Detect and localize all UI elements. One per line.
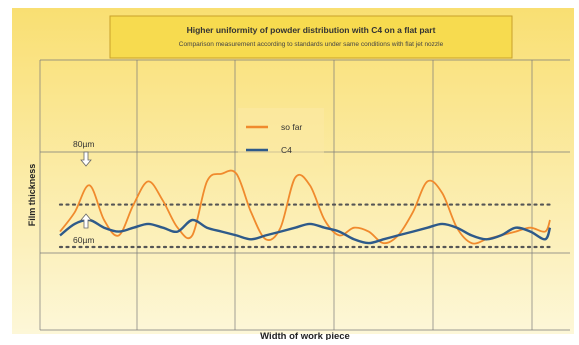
grid-layer: [39, 59, 570, 331]
legend: so far C4: [238, 108, 324, 168]
legend-box: [238, 108, 324, 168]
arrow-down-icon: [80, 151, 92, 167]
y-axis-label: Film thickness: [27, 164, 37, 227]
series-line-so-far: [59, 169, 551, 245]
chart-subtitle: Comparison measurement according to stan…: [179, 41, 444, 48]
plot-background: [12, 8, 574, 334]
legend-label-so-far: so far: [281, 122, 302, 132]
reference-label-60um: 60µm: [73, 235, 94, 245]
arrow-up-icon: [80, 213, 92, 229]
title-group: Higher uniformity of powder distribution…: [109, 15, 513, 59]
reference-label-80um: 80µm: [73, 139, 94, 149]
chart-title: Higher uniformity of powder distribution…: [187, 25, 436, 35]
reference-annotations: 80µm 60µm: [73, 139, 94, 245]
series-line-c4: [59, 218, 552, 245]
title-box: [109, 15, 513, 59]
legend-label-c4: C4: [281, 145, 292, 155]
series-layer: [59, 169, 552, 245]
x-axis-label: Width of work piece: [260, 331, 350, 340]
